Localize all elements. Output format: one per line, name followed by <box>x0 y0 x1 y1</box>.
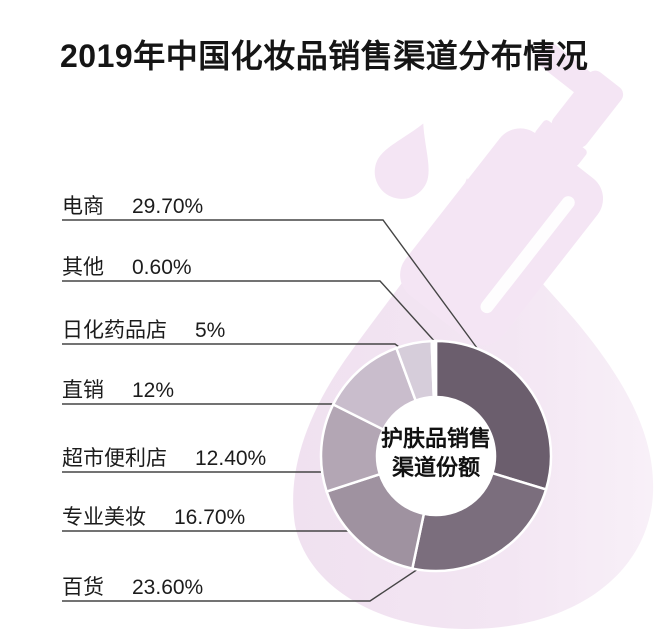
legend-value: 12% <box>132 379 175 402</box>
center-label-line2: 渠道份额 <box>391 455 480 480</box>
legend-label: 百货 <box>62 576 104 599</box>
legend-label: 直销 <box>62 379 104 402</box>
legend-item: 直销 12% <box>62 374 174 404</box>
legend-label: 超市便利店 <box>62 447 167 470</box>
leader-line <box>62 219 478 349</box>
legend-value: 16.70% <box>174 506 246 529</box>
donut-center-label: 护肤品销售 渠道份额 <box>346 424 526 482</box>
legend-item: 日化药品店 5% <box>62 314 225 344</box>
legend-item: 百货 23.60% <box>62 571 203 601</box>
legend-label: 电商 <box>62 195 104 218</box>
legend-item: 专业美妆 16.70% <box>62 501 245 531</box>
legend-label: 日化药品店 <box>62 319 167 342</box>
droplet-icon <box>374 123 429 199</box>
legend-value: 0.60% <box>132 256 192 279</box>
donut-center-circle <box>377 397 495 515</box>
legend-value: 5% <box>195 319 226 342</box>
legend-item: 电商 29.70% <box>62 190 203 220</box>
legend-label: 其他 <box>62 256 104 279</box>
leader-line <box>62 556 437 602</box>
center-label-line1: 护肤品销售 <box>380 426 491 451</box>
legend-item: 超市便利店 12.40% <box>62 442 266 472</box>
legend-value: 23.60% <box>132 576 204 599</box>
pump-bottle-icon <box>400 42 624 346</box>
donut-segment-1 <box>430 339 438 399</box>
leader-line <box>62 280 438 345</box>
page-title: 2019年中国化妆品销售渠道分布情况 <box>60 38 589 75</box>
legend-item: 其他 0.60% <box>62 251 192 281</box>
legend-value: 29.70% <box>132 195 204 218</box>
legend-value: 12.40% <box>195 447 267 470</box>
legend-label: 专业美妆 <box>62 506 146 529</box>
